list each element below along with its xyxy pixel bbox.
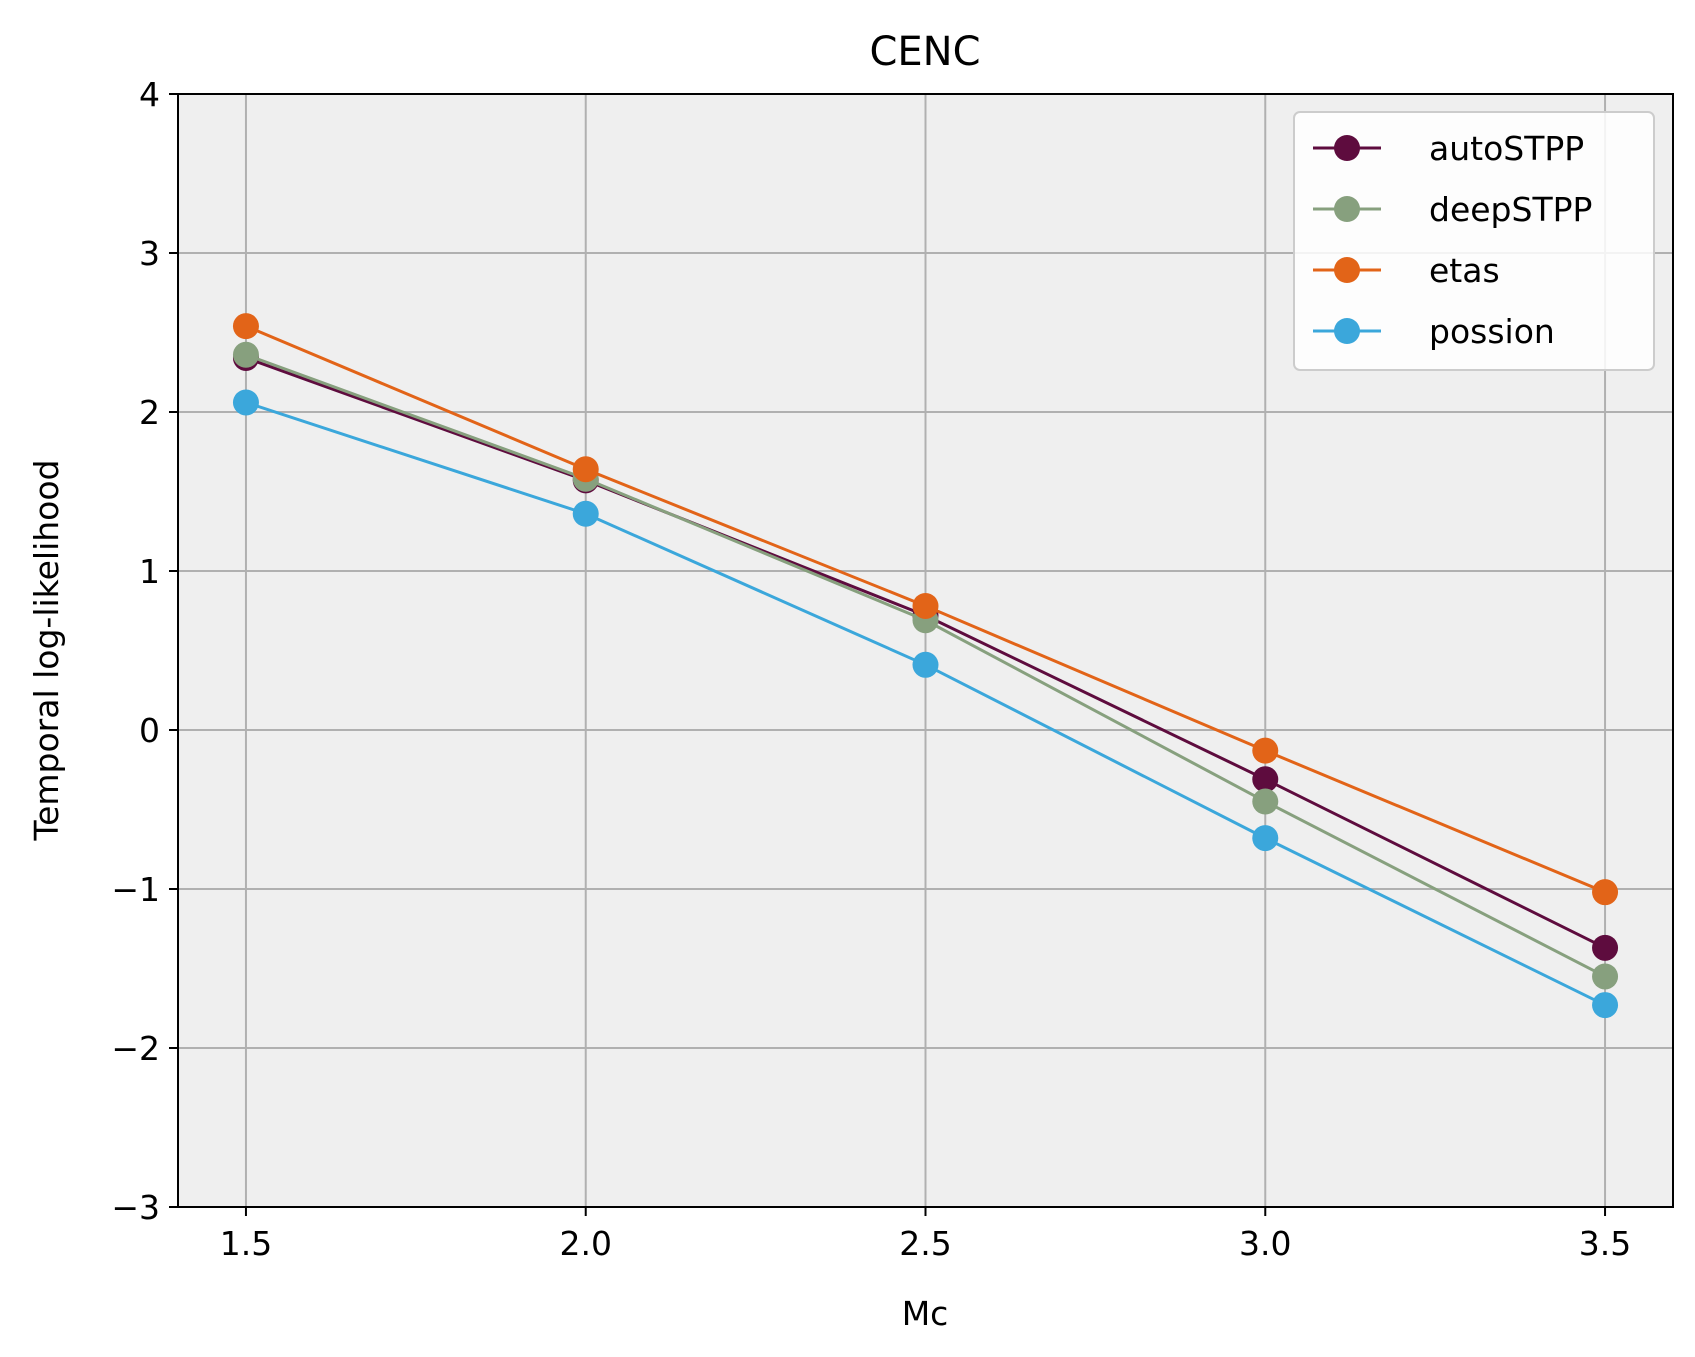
y-tick-label: −2 bbox=[111, 1029, 160, 1068]
y-tick-label: 3 bbox=[139, 234, 160, 273]
legend-label: deepSTPP bbox=[1429, 190, 1592, 229]
x-axis-label: Mc bbox=[902, 1294, 949, 1333]
data-point bbox=[1592, 963, 1619, 990]
data-point bbox=[572, 456, 599, 483]
data-point bbox=[1592, 992, 1619, 1019]
legend-item: autoSTPP bbox=[1313, 129, 1584, 168]
data-point bbox=[232, 341, 259, 368]
y-axis-label: Temporal log-likelihood bbox=[27, 460, 66, 842]
data-point bbox=[912, 651, 939, 678]
y-tick-label: −3 bbox=[111, 1188, 160, 1227]
data-point bbox=[1252, 766, 1279, 793]
y-tick-label: 2 bbox=[139, 393, 160, 432]
legend-item: etas bbox=[1313, 251, 1500, 290]
legend-item: deepSTPP bbox=[1313, 190, 1592, 229]
data-point bbox=[232, 389, 259, 416]
legend-marker bbox=[1334, 135, 1360, 161]
legend-marker bbox=[1334, 196, 1360, 222]
legend-frame bbox=[1293, 111, 1655, 371]
legend-item: possion bbox=[1313, 312, 1555, 351]
x-tick-label: 3.0 bbox=[1239, 1224, 1291, 1263]
grid-lines bbox=[178, 93, 1673, 1208]
series-etas bbox=[232, 313, 1619, 906]
data-point bbox=[1252, 737, 1279, 764]
legend-marker bbox=[1334, 318, 1360, 344]
y-tick-label: 0 bbox=[139, 711, 160, 750]
x-tick-label: 3.5 bbox=[1579, 1224, 1631, 1263]
data-point bbox=[232, 313, 259, 340]
data-point bbox=[912, 592, 939, 619]
x-tick-label: 2.5 bbox=[899, 1224, 951, 1263]
data-point bbox=[1592, 879, 1619, 906]
y-tick-label: −1 bbox=[111, 870, 160, 909]
legend-marker bbox=[1334, 257, 1360, 283]
data-point bbox=[1252, 788, 1279, 815]
series-layer bbox=[232, 313, 1619, 1019]
legend: autoSTPP deepSTPP etas possion bbox=[1293, 111, 1655, 371]
chart-title: CENC bbox=[869, 29, 980, 75]
series-possion bbox=[232, 389, 1619, 1019]
data-point bbox=[1592, 934, 1619, 961]
data-point bbox=[1252, 825, 1279, 852]
legend-label: etas bbox=[1429, 251, 1500, 290]
x-tick-label: 2.0 bbox=[559, 1224, 611, 1263]
axis-ticks: 1.5 2.0 2.5 3.0 3.5 −3 −2 −1 0 1 2 3 4 bbox=[111, 75, 1631, 1263]
y-tick-label: 4 bbox=[139, 75, 160, 114]
legend-label: autoSTPP bbox=[1429, 129, 1584, 168]
y-tick-label: 1 bbox=[139, 552, 160, 591]
x-tick-label: 1.5 bbox=[220, 1224, 272, 1263]
data-point bbox=[572, 500, 599, 527]
legend-label: possion bbox=[1429, 312, 1555, 351]
